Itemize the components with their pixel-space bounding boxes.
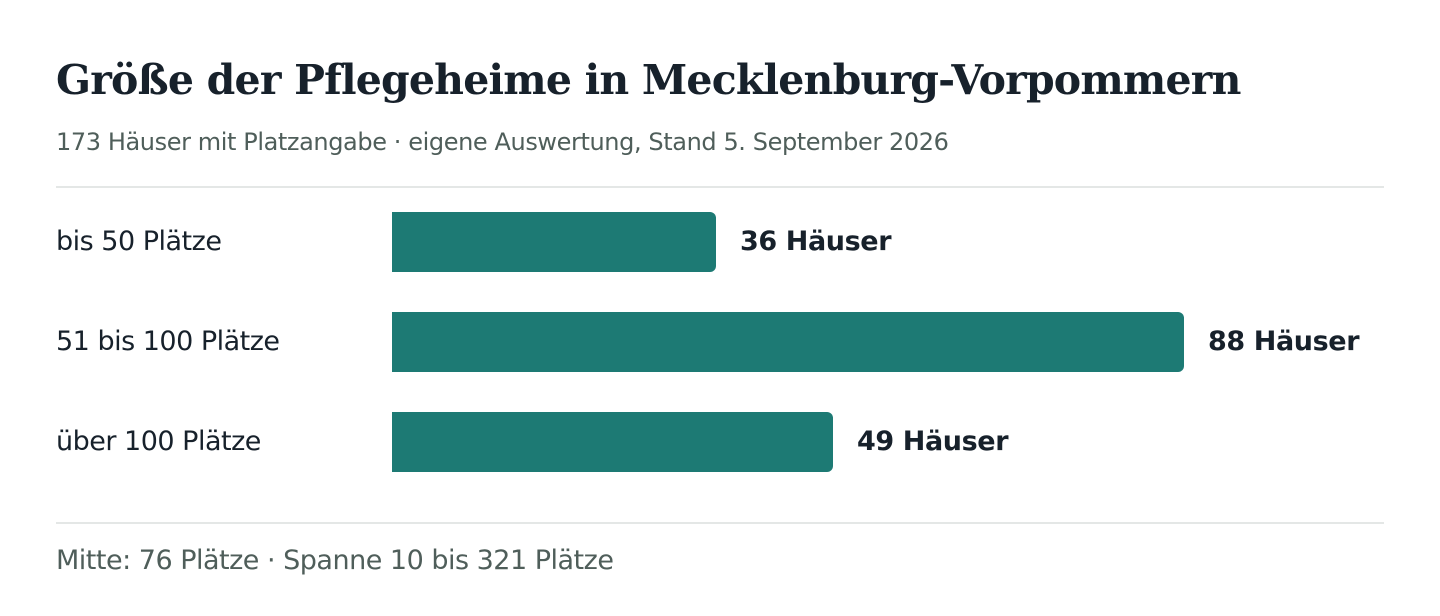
bar-value-label: 88 Häuser: [1208, 326, 1360, 357]
category-label: über 100 Plätze: [56, 426, 261, 457]
bar: [392, 312, 1184, 372]
chart-card: Größe der Pflegeheime in Mecklenburg-Vor…: [56, 0, 1384, 616]
bar: [392, 212, 716, 272]
chart-footer: Mitte: 76 Plätze · Spanne 10 bis 321 Plä…: [56, 545, 614, 576]
chart-subtitle: 173 Häuser mit Platzangabe · eigene Ausw…: [56, 128, 949, 156]
bar-value-label: 36 Häuser: [740, 226, 892, 257]
bar: [392, 412, 833, 472]
bar-row: 51 bis 100 Plätze 88 Häuser: [56, 312, 1384, 372]
category-label: bis 50 Plätze: [56, 226, 222, 257]
chart-title: Größe der Pflegeheime in Mecklenburg-Vor…: [56, 56, 1241, 104]
divider-bottom: [56, 522, 1384, 524]
bar-row: bis 50 Plätze 36 Häuser: [56, 212, 1384, 272]
bar-value-label: 49 Häuser: [857, 426, 1009, 457]
divider-top: [56, 186, 1384, 188]
category-label: 51 bis 100 Plätze: [56, 326, 280, 357]
bar-chart: bis 50 Plätze 36 Häuser 51 bis 100 Plätze 8…: [56, 212, 1384, 512]
bar-row: über 100 Plätze 49 Häuser: [56, 412, 1384, 472]
